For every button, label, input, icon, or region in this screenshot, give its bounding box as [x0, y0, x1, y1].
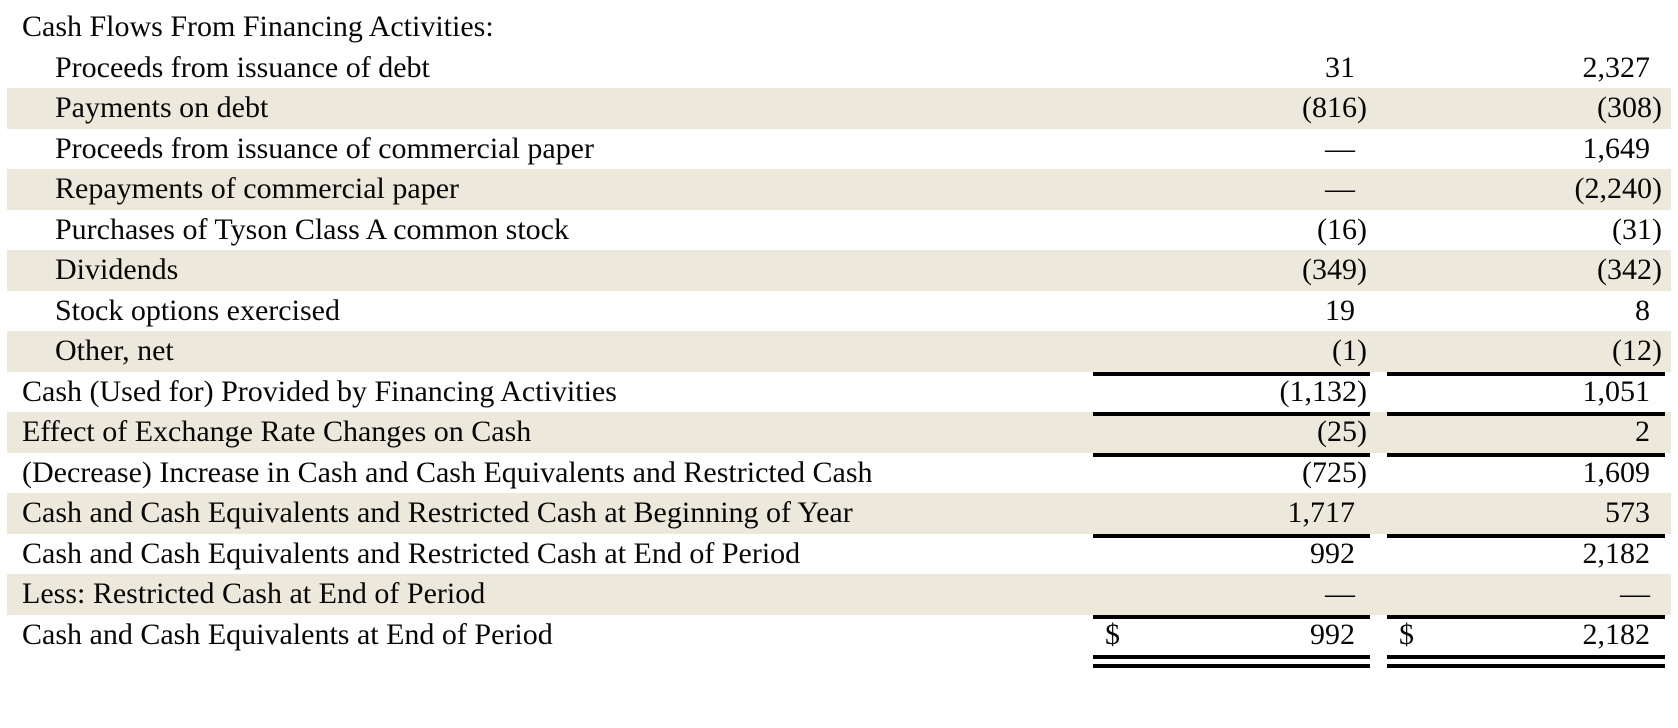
value-cell-col1: (349) — [1093, 250, 1370, 291]
value-col1: (16) — [1317, 212, 1367, 246]
value-cell-col1: (725) — [1093, 453, 1370, 494]
value-cell-col1: 19 — [1093, 291, 1370, 332]
value-col1: (1) — [1332, 334, 1367, 367]
dollar-sign: $ — [1399, 617, 1414, 651]
value-col1 — [1355, 7, 1370, 48]
row-label: Other, net — [55, 334, 174, 367]
table-row: Effect of Exchange Rate Changes on Cash … — [7, 412, 1671, 457]
table-row: Proceeds from issuance of commercial pap… — [7, 129, 1671, 170]
value-col1: 19 — [1325, 293, 1355, 327]
row-label: Payments on debt — [55, 91, 269, 124]
row-label: (Decrease) Increase in Cash and Cash Equ… — [22, 455, 873, 489]
value-col1: (1,132) — [1279, 374, 1367, 408]
value-cell-col2: 1,649 — [1387, 129, 1665, 170]
row-label: Proceeds from issuance of debt — [55, 50, 430, 84]
row-label: Repayments of commercial paper — [55, 172, 460, 205]
value-cell-col1 — [1093, 7, 1370, 48]
value-col2: (308) — [1597, 91, 1662, 124]
row-label: Effect of Exchange Rate Changes on Cash — [22, 415, 532, 448]
value-col1: — — [1325, 131, 1355, 165]
value-col1: 31 — [1325, 50, 1355, 84]
value-cell-col1: 992 — [1093, 534, 1370, 575]
value-col2: 573 — [1605, 496, 1650, 529]
table-row: Less: Restricted Cash at End of Period —… — [7, 574, 1671, 619]
value-col2: 8 — [1635, 293, 1650, 327]
value-cell-col1: $ 992 — [1093, 615, 1370, 668]
value-cell-col2: 2,182 — [1387, 534, 1665, 575]
value-cell-col2: 2 — [1387, 412, 1665, 457]
value-cell-col1: (816) — [1093, 88, 1370, 129]
row-label: Dividends — [55, 253, 179, 286]
table-row: Repayments of commercial paper — (2,240) — [7, 169, 1671, 210]
table-row: Cash Flows From Financing Activities: — [7, 7, 1671, 48]
row-label: Cash (Used for) Provided by Financing Ac… — [22, 374, 617, 408]
value-col2: (12) — [1612, 334, 1662, 367]
value-cell-col1: (1) — [1093, 331, 1370, 376]
value-col2: 2,327 — [1582, 50, 1651, 84]
value-col2: 2 — [1635, 415, 1650, 448]
value-cell-col1: — — [1093, 574, 1370, 619]
table-row: Payments on debt (816) (308) — [7, 88, 1671, 129]
row-label: Purchases of Tyson Class A common stock — [55, 212, 569, 246]
table-row: Dividends (349) (342) — [7, 250, 1671, 291]
cash-flow-statement-table: Cash Flows From Financing Activities: Pr… — [7, 7, 1671, 668]
value-cell-col2: 2,327 — [1387, 48, 1665, 89]
value-cell-col1: (16) — [1093, 210, 1370, 251]
table-row: Cash and Cash Equivalents and Restricted… — [7, 534, 1671, 575]
value-cell-col2: — — [1387, 574, 1665, 619]
value-col1: 1,717 — [1287, 496, 1356, 529]
table-row: (Decrease) Increase in Cash and Cash Equ… — [7, 453, 1671, 494]
value-cell-col2: $ 2,182 — [1387, 615, 1665, 668]
value-cell-col1: (1,132) — [1093, 372, 1370, 416]
value-col2: 2,182 — [1582, 617, 1651, 651]
row-label: Stock options exercised — [55, 293, 340, 327]
row-label: Cash and Cash Equivalents and Restricted… — [22, 496, 853, 529]
value-cell-col2 — [1387, 7, 1665, 48]
value-col2: 1,051 — [1582, 374, 1651, 408]
value-col2: 1,649 — [1582, 131, 1651, 165]
value-cell-col1: 1,717 — [1093, 493, 1370, 538]
value-cell-col1: (25) — [1093, 412, 1370, 457]
table-row: Stock options exercised 19 8 — [7, 291, 1671, 332]
row-label: Less: Restricted Cash at End of Period — [22, 577, 486, 610]
value-col2: 1,609 — [1582, 455, 1651, 489]
value-cell-col2: 1,051 — [1387, 372, 1665, 416]
value-col1: — — [1325, 172, 1355, 205]
value-cell-col2: (12) — [1387, 331, 1665, 376]
value-col2: (342) — [1597, 253, 1662, 286]
value-col2: 2,182 — [1582, 536, 1651, 570]
value-col1: (725) — [1302, 455, 1367, 489]
value-cell-col2: 8 — [1387, 291, 1665, 332]
value-col1: (25) — [1317, 415, 1367, 448]
value-cell-col2: (31) — [1387, 210, 1665, 251]
value-cell-col2: (308) — [1387, 88, 1665, 129]
value-cell-col2: 1,609 — [1387, 453, 1665, 494]
value-col1: — — [1325, 577, 1355, 610]
table-row: Cash (Used for) Provided by Financing Ac… — [7, 372, 1671, 416]
value-col1: (349) — [1302, 253, 1367, 286]
table-row: Cash and Cash Equivalents and Restricted… — [7, 493, 1671, 538]
value-col1: 992 — [1310, 536, 1355, 570]
row-label: Proceeds from issuance of commercial pap… — [55, 131, 594, 165]
table-row: Cash and Cash Equivalents at End of Peri… — [7, 615, 1671, 668]
table-row: Other, net (1) (12) — [7, 331, 1671, 376]
value-col2 — [1650, 7, 1665, 48]
value-cell-col2: 573 — [1387, 493, 1665, 538]
value-col1: 992 — [1310, 617, 1355, 651]
table-row: Proceeds from issuance of debt 31 2,327 — [7, 48, 1671, 89]
value-cell-col1: — — [1093, 169, 1370, 210]
table-row: Purchases of Tyson Class A common stock … — [7, 210, 1671, 251]
row-label: Cash and Cash Equivalents at End of Peri… — [22, 617, 553, 651]
row-label: Cash and Cash Equivalents and Restricted… — [22, 536, 801, 570]
section-header: Cash Flows From Financing Activities: — [22, 10, 494, 43]
value-col2: (2,240) — [1574, 172, 1662, 205]
dollar-sign: $ — [1105, 617, 1120, 651]
value-col1: (816) — [1302, 91, 1367, 124]
value-cell-col2: (342) — [1387, 250, 1665, 291]
value-cell-col1: 31 — [1093, 48, 1370, 89]
value-cell-col1: — — [1093, 129, 1370, 170]
value-col2: (31) — [1612, 212, 1662, 246]
value-col2: — — [1620, 577, 1650, 610]
value-cell-col2: (2,240) — [1387, 169, 1665, 210]
